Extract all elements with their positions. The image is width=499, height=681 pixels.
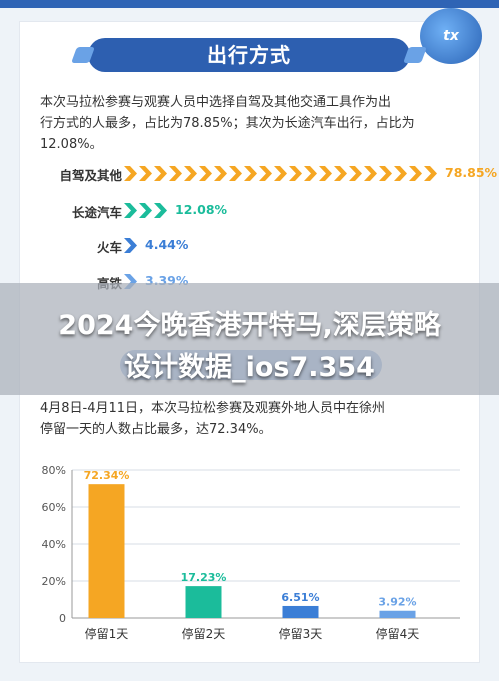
- x-tick-label: 停留3天: [279, 626, 323, 641]
- overlay-line-2: 设计数据_ios7.354: [124, 352, 375, 383]
- paragraph-line: 本次马拉松参赛与观赛人员中选择自驾及其他交通工具作为出: [40, 95, 392, 110]
- chevron-icon: [139, 166, 152, 181]
- chevron-icon: [319, 166, 332, 181]
- chevron-bar: [124, 203, 167, 218]
- y-tick-label: 80%: [42, 464, 66, 477]
- chevron-icon: [139, 203, 152, 218]
- bar: [185, 586, 222, 618]
- chevron-icon: [259, 166, 272, 181]
- chevron-icon: [409, 166, 422, 181]
- overlay-line-1: 2024今晚香港开特马,深层策略: [58, 310, 441, 341]
- top-band: [0, 0, 499, 8]
- chevron-icon: [379, 166, 392, 181]
- chevron-bar: [124, 166, 437, 181]
- chevron-icon: [394, 166, 407, 181]
- chevron-icon: [289, 166, 302, 181]
- x-tick-label: 停留2天: [182, 626, 226, 641]
- chevron-icon: [274, 166, 287, 181]
- paragraph-line: 行方式的人最多，占比为78.85%；其次为长途汽车出行，占比为: [40, 116, 415, 131]
- bar: [282, 605, 319, 618]
- chevron-icon: [124, 166, 137, 181]
- y-tick-label: 40%: [42, 538, 66, 551]
- bar: [88, 484, 125, 618]
- bar-value-label: 72.34%: [84, 469, 130, 482]
- chevron-icon: [304, 166, 317, 181]
- bar-value-label: 17.23%: [181, 571, 227, 584]
- section-title: 出行方式: [88, 38, 410, 72]
- row-value: 78.85%: [445, 165, 498, 180]
- row-label: 火车: [96, 240, 122, 255]
- chevron-icon: [214, 166, 227, 181]
- chevron-icon: [124, 203, 137, 218]
- y-tick-label: 20%: [42, 575, 66, 588]
- paragraph-line: 4月8日-4月11日，本次马拉松参赛及观赛外地人员中在徐州: [40, 401, 386, 416]
- chevron-bar: [124, 238, 137, 253]
- section2-paragraph: 4月8日-4月11日，本次马拉松参赛及观赛外地人员中在徐州 停留一天的人数占比最…: [40, 398, 460, 440]
- row-value: 12.08%: [175, 202, 228, 217]
- bar-value-label: 3.92%: [378, 596, 416, 609]
- chevron-icon: [124, 238, 137, 253]
- y-tick-label: 60%: [42, 501, 66, 514]
- bar-value-label: 6.51%: [281, 591, 319, 604]
- section1-paragraph: 本次马拉松参赛与观赛人员中选择自驾及其他交通工具作为出 行方式的人最多，占比为7…: [40, 92, 460, 155]
- chevron-icon: [334, 166, 347, 181]
- x-tick-label: 停留1天: [85, 626, 129, 641]
- chevron-icon: [154, 166, 167, 181]
- logo-badge: tx: [420, 8, 482, 64]
- chevron-icon: [169, 166, 182, 181]
- row-value: 4.44%: [145, 237, 189, 252]
- y-tick-label: 0: [59, 612, 66, 625]
- chevron-icon: [199, 166, 212, 181]
- chevron-icon: [184, 166, 197, 181]
- x-tick-label: 停留4天: [376, 626, 420, 641]
- row-label: 自驾及其他: [59, 168, 122, 183]
- chevron-icon: [364, 166, 377, 181]
- chevron-icon: [244, 166, 257, 181]
- bar: [379, 610, 416, 618]
- row-label: 长途汽车: [71, 205, 122, 220]
- paragraph-line: 停留一天的人数占比最多，达72.34%。: [40, 422, 272, 437]
- chevron-icon: [424, 166, 437, 181]
- stay-duration-bar-chart: 0 20% 40% 60% 80% 72.34% 停留1天 17.23% 停留2天 6.51% 停留…: [42, 464, 460, 641]
- chevron-icon: [229, 166, 242, 181]
- chevron-icon: [154, 203, 167, 218]
- paragraph-line: 12.08%。: [40, 137, 103, 152]
- chevron-icon: [349, 166, 362, 181]
- watermark-overlay: 2024今晚香港开特马,深层策略 设计数据_ios7.354: [0, 283, 499, 395]
